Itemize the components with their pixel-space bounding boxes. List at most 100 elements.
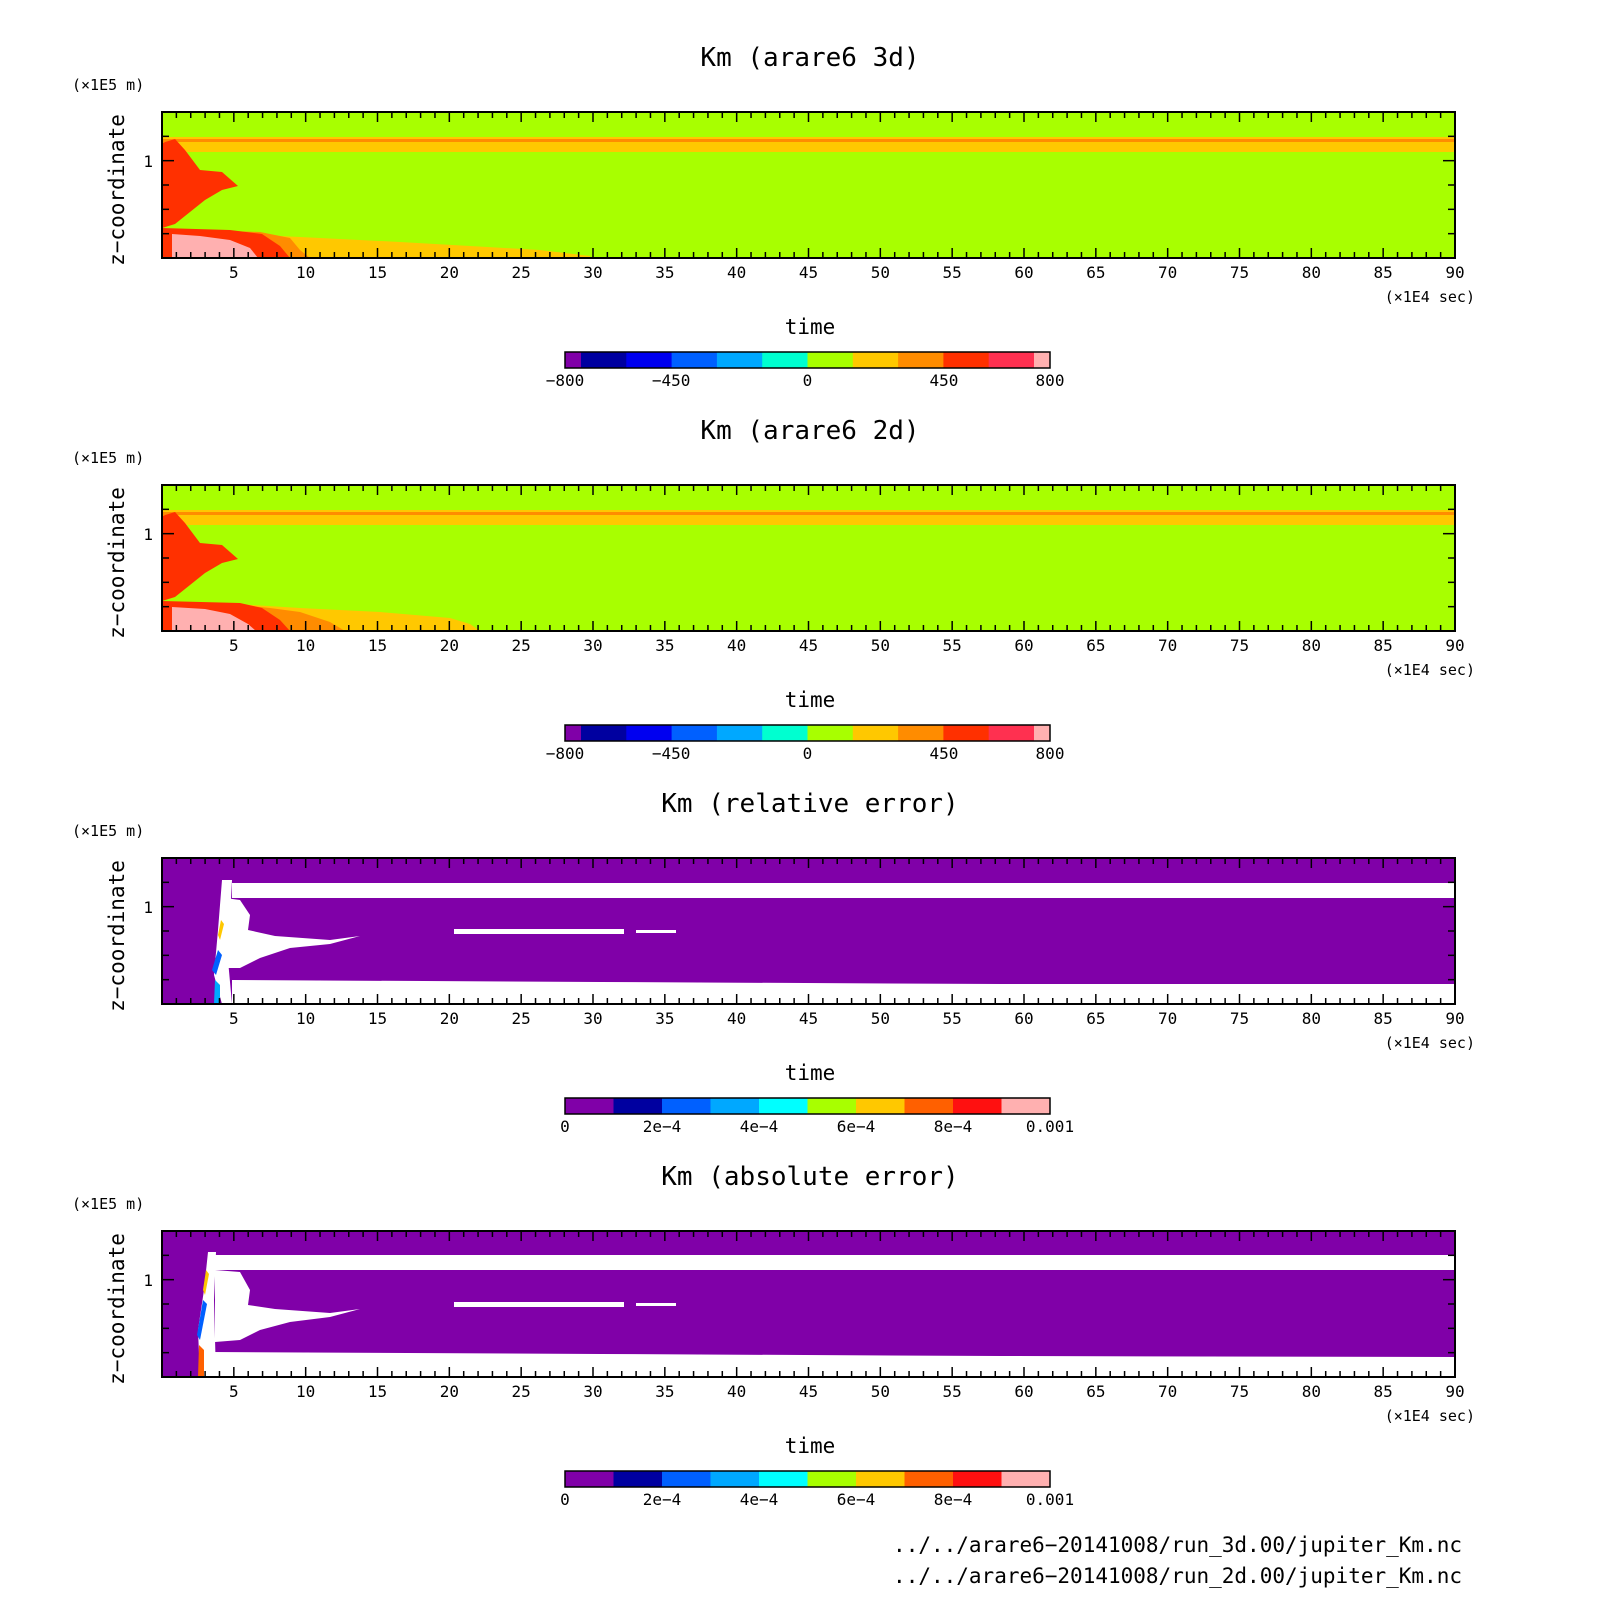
x-tick-label: 70 <box>1158 263 1177 282</box>
x-tick-label: 90 <box>1445 1009 1464 1028</box>
x-tick-label: 65 <box>1086 1009 1105 1028</box>
colorbar-segment <box>856 1098 905 1114</box>
x-tick-label: 55 <box>943 263 962 282</box>
x-tick-label: 70 <box>1158 636 1177 655</box>
x-tick-label: 30 <box>583 1382 602 1401</box>
x-tick-label: 80 <box>1302 263 1321 282</box>
colorbar-segment <box>898 725 944 741</box>
colorbar-segment <box>565 1098 614 1114</box>
x-tick-label: 15 <box>368 1382 387 1401</box>
colorbar-segment <box>898 352 944 368</box>
x-tick-label: 60 <box>1014 1009 1033 1028</box>
x-tick-label: 55 <box>943 1382 962 1401</box>
x-tick-label: 40 <box>727 263 746 282</box>
panel-2-y-unit: (×1E5 m) <box>72 449 144 467</box>
x-tick-label: 5 <box>229 1382 239 1401</box>
colorbar-segment <box>716 725 763 741</box>
colorbar-tick-label: −800 <box>546 371 585 390</box>
x-tick-label: 35 <box>655 1382 674 1401</box>
x-tick-label: 20 <box>440 263 459 282</box>
panel-3-y-unit: (×1E5 m) <box>72 822 144 840</box>
x-tick-label: 30 <box>583 636 602 655</box>
colorbar-segment <box>807 1471 857 1487</box>
panel-4-y-tick-1: 1 <box>143 1271 153 1290</box>
x-tick-label: 50 <box>871 263 890 282</box>
colorbar-segment <box>759 1098 808 1114</box>
colorbar-segment <box>565 725 582 741</box>
colorbar-tick-label: 0.001 <box>1026 1117 1074 1136</box>
colorbar-segment <box>1034 352 1051 368</box>
x-tick-label: 70 <box>1158 1009 1177 1028</box>
x-tick-label: 20 <box>440 636 459 655</box>
colorbar-frame <box>564 1097 1051 1115</box>
colorbar-tick-label: 450 <box>929 371 958 390</box>
x-tick-label: 60 <box>1014 636 1033 655</box>
x-tick-label: 45 <box>799 1009 818 1028</box>
colorbar-tick-label: 0 <box>803 744 813 763</box>
colorbar-segment <box>1001 1098 1051 1114</box>
panel-4-title: Km (absolute error) <box>661 1162 958 1192</box>
colorbar-tick-label: −450 <box>652 371 691 390</box>
x-tick-label: 10 <box>296 1009 315 1028</box>
colorbar-segment <box>904 1471 954 1487</box>
x-tick-label: 70 <box>1158 1382 1177 1401</box>
colorbar-tick-label: 2e−4 <box>643 1490 682 1509</box>
panel-1: Km (arare6 3d) (×1E5 m) z−coordinate 5 10… <box>72 43 1475 390</box>
colorbar-segment <box>565 1471 614 1487</box>
x-tick-label: 50 <box>871 1009 890 1028</box>
x-tick-label: 65 <box>1086 263 1105 282</box>
colorbar-segment <box>716 352 763 368</box>
colorbar-segment <box>671 725 718 741</box>
panel-4-y-label: z−coordinate <box>105 1233 129 1385</box>
x-tick-label: 50 <box>871 1382 890 1401</box>
colorbar-segment <box>662 1471 711 1487</box>
colorbar-segment <box>988 352 1035 368</box>
colorbar-tick-label: 8e−4 <box>934 1117 973 1136</box>
x-tick-label: 75 <box>1230 263 1249 282</box>
x-tick-label: 45 <box>799 263 818 282</box>
colorbar-segment <box>988 725 1035 741</box>
x-tick-label: 10 <box>296 263 315 282</box>
footer-file-3d: ../../arare6−20141008/run_3d.00/jupiter_… <box>893 1533 1462 1557</box>
x-tick-label: 75 <box>1230 636 1249 655</box>
panel-2-title: Km (arare6 2d) <box>700 416 919 446</box>
x-tick-label: 20 <box>440 1382 459 1401</box>
panel-2: Km (arare6 2d) (×1E5 m) z−coordinate 5 10… <box>72 416 1475 763</box>
panel-3-y-tick-1: 1 <box>143 898 153 917</box>
x-tick-label: 35 <box>655 263 674 282</box>
footer-file-2d: ../../arare6−20141008/run_2d.00/jupiter_… <box>893 1564 1462 1588</box>
x-tick-label: 90 <box>1445 263 1464 282</box>
colorbar-segment <box>710 1098 760 1114</box>
x-tick-label: 45 <box>799 636 818 655</box>
x-tick-label: 30 <box>583 1009 602 1028</box>
panel-1-x-ticks: 5 10 15 20 25 30 35 40 45 50 55 60 65 70 75 80 85 90 <box>162 112 1465 282</box>
colorbar-segment <box>710 1471 760 1487</box>
colorbar-segment <box>852 725 899 741</box>
x-tick-label: 15 <box>368 636 387 655</box>
x-tick-label: 40 <box>727 1382 746 1401</box>
panel-3-x-label: time <box>785 1061 836 1085</box>
x-tick-label: 10 <box>296 1382 315 1401</box>
panel-3-x-unit: (×1E4 sec) <box>1385 1034 1475 1052</box>
colorbar-tick-label: 4e−4 <box>740 1490 779 1509</box>
x-tick-label: 25 <box>512 1382 531 1401</box>
x-tick-label: 85 <box>1374 1009 1393 1028</box>
colorbar-tick-label: −450 <box>652 744 691 763</box>
colorbar-segment <box>953 1471 1002 1487</box>
x-tick-label: 85 <box>1374 263 1393 282</box>
x-tick-label: 35 <box>655 636 674 655</box>
colorbar-segment <box>626 725 673 741</box>
panel-3-x-ticks: 5 10 15 20 25 30 35 40 45 50 55 60 65 70 75 80 85 90 <box>162 858 1465 1028</box>
panel-2-x-label: time <box>785 688 836 712</box>
colorbar-tick-label: −800 <box>546 744 585 763</box>
colorbar-segment <box>943 725 990 741</box>
x-tick-label: 65 <box>1086 1382 1105 1401</box>
colorbar-segment <box>807 1098 857 1114</box>
colorbar-tick-label: 0.001 <box>1026 1490 1074 1509</box>
x-tick-label: 50 <box>871 636 890 655</box>
colorbar-segment <box>943 352 990 368</box>
x-tick-label: 85 <box>1374 636 1393 655</box>
panel-3-heatmap <box>162 858 1455 1004</box>
colorbar-segment <box>581 352 627 368</box>
